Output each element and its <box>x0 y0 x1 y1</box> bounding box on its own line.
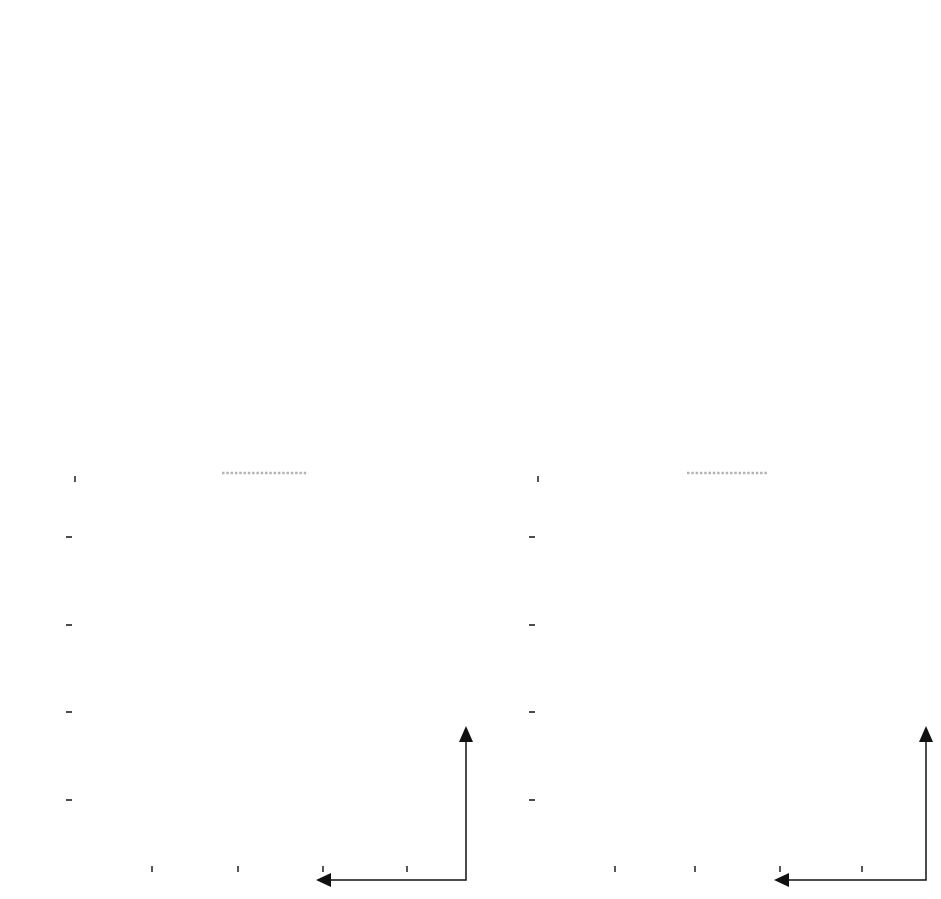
slice-ruler-ticks-c <box>66 476 408 872</box>
axis-frame-line <box>318 733 467 881</box>
slice-crosshair-d <box>535 478 915 866</box>
arrow-left-icon <box>774 873 789 887</box>
slice-axis-frame-c <box>316 726 473 887</box>
slice-ruler-ticks-d <box>529 476 863 872</box>
axis-frame-line <box>776 733 927 881</box>
slice-axis-frame-d <box>774 726 933 887</box>
arrow-left-icon <box>316 873 331 887</box>
slice-crosshair-c <box>72 478 455 866</box>
arrow-up-icon <box>919 726 933 742</box>
arrow-up-icon <box>459 726 473 742</box>
